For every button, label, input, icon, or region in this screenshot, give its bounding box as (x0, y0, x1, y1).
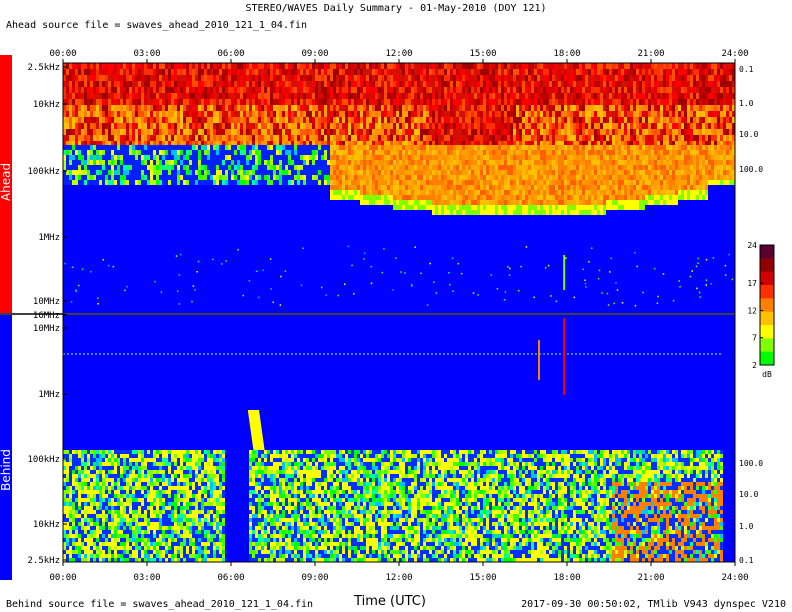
ahead-bar: Ahead (0, 55, 13, 313)
x-tick-top-label: 06:00 (217, 49, 244, 59)
colorbar-tick-label: 2 (752, 361, 757, 370)
colorbar-frame (759, 244, 775, 366)
colorbar-segment (760, 325, 774, 339)
ahead-freq-tick-label: 100kHz (27, 167, 60, 177)
x-tick-bottom-label: 06:00 (217, 573, 244, 583)
ahead-source-label: Ahead source file = swaves_ahead_2010_12… (6, 20, 308, 31)
ahead-right-tick-label: 100.0 (739, 165, 763, 174)
ahead-right-tick-label: 0.1 (739, 65, 754, 74)
ahead-freq-tick-label: 2.5kHz (27, 63, 60, 73)
behind-freq-tick-label: 2.5kHz (27, 556, 60, 566)
colorbar-segment (760, 311, 774, 326)
x-tick-top-label: 15:00 (469, 49, 496, 59)
x-tick-top-label: 00:00 (49, 49, 76, 59)
x-tick-bottom-label: 12:00 (385, 573, 412, 583)
x-tick-top-label: 12:00 (385, 49, 412, 59)
x-tick-bottom-label: 00:00 (49, 573, 76, 583)
ahead-spectrogram (63, 63, 735, 307)
footer-timestamp: 2017-09-30 00:50:02, TMlib V943 dynspec … (521, 599, 786, 610)
behind-freq-tick-label: 100kHz (27, 455, 60, 465)
colorbar-segment (760, 338, 774, 353)
behind-source-label: Behind source file = swaves_ahead_2010_1… (6, 599, 314, 610)
colorbar-tick-label: 7 (752, 334, 757, 343)
x-tick-bottom-label: 24:00 (721, 573, 748, 583)
behind-right-tick-label: 100.0 (739, 459, 763, 468)
x-tick-top-label: 21:00 (637, 49, 664, 59)
colorbar-segment (760, 285, 774, 299)
x-axis-title: Time (UTC) (354, 594, 426, 609)
behind-right-tick-label: 0.1 (739, 556, 754, 565)
behind-right-tick-label: 1.0 (739, 522, 754, 531)
behind-right-tick-label: 10.0 (739, 490, 758, 499)
colorbar-segment (760, 351, 774, 366)
ahead-freq-tick-label: 1MHz (38, 233, 60, 243)
x-tick-bottom-label: 18:00 (553, 573, 580, 583)
x-tick-top-label: 03:00 (133, 49, 160, 59)
ahead-freq-tick-label: 10kHz (33, 100, 60, 110)
colorbar-tick-label: 24 (747, 241, 757, 250)
behind-freq-tick-label: 10MHz (33, 324, 60, 334)
x-tick-bottom-label: 03:00 (133, 573, 160, 583)
x-tick-bottom-label: 15:00 (469, 573, 496, 583)
x-tick-top-label: 09:00 (301, 49, 328, 59)
colorbar-segment (760, 245, 774, 259)
behind-spectrogram (63, 450, 723, 562)
behind-freq-tick-label: 1MHz (38, 390, 60, 400)
colorbar-unit-label: dB (762, 370, 772, 379)
behind-bar: Behind (0, 315, 13, 580)
x-tick-top-label: 24:00 (721, 49, 748, 59)
colorbar-segment (760, 271, 774, 286)
ahead-freq-tick-label: 10MHz (33, 297, 60, 307)
x-tick-top-label: 18:00 (553, 49, 580, 59)
colorbar-segment (760, 258, 774, 273)
ahead-right-tick-label: 1.0 (739, 99, 754, 108)
burst-0600 (247, 410, 265, 450)
behind-freq-tick-label: 10kHz (33, 520, 60, 530)
behind-freq-tick-label: 16MHz (33, 311, 60, 321)
colorbar-segment (760, 298, 774, 313)
x-tick-bottom-label: 09:00 (301, 573, 328, 583)
ahead-right-tick-label: 10.0 (739, 130, 758, 139)
x-tick-bottom-label: 21:00 (637, 573, 664, 583)
page-title: STEREO/WAVES Daily Summary - 01-May-2010… (245, 3, 547, 14)
colorbar-tick-label: 12 (747, 306, 757, 315)
colorbar-tick-label: 17 (747, 279, 757, 288)
